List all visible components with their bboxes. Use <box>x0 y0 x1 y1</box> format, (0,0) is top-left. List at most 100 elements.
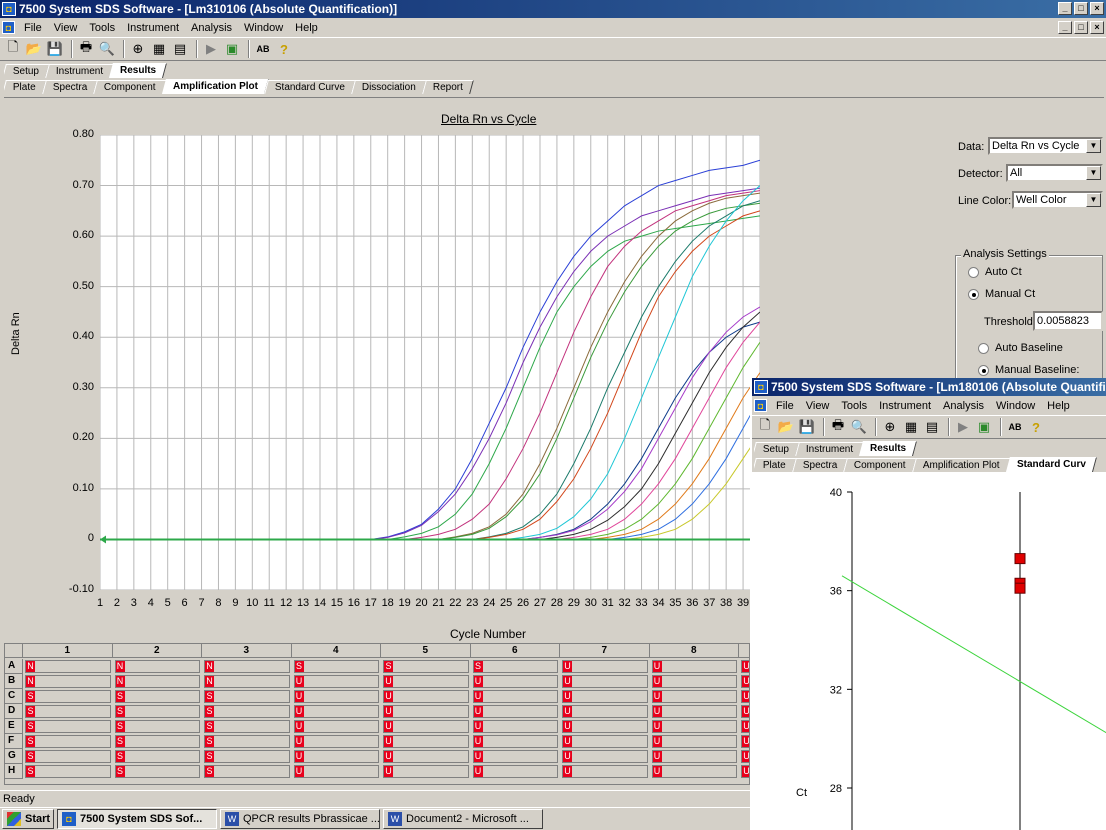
manual-ct-radio[interactable]: Manual Ct <box>968 288 1035 300</box>
print-preview-icon[interactable]: 🔍 <box>98 41 116 56</box>
tab-amplification-plot[interactable]: Amplification Plot <box>161 79 269 94</box>
plate-well[interactable]: U <box>293 705 379 718</box>
menu-window[interactable]: Window <box>996 399 1036 412</box>
second-window-title-bar[interactable]: ◘ 7500 System SDS Software - [Lm180106 (… <box>752 378 1106 396</box>
plate-column-header[interactable]: 2 <box>112 644 202 658</box>
tab-instrument[interactable]: Instrument <box>795 442 865 456</box>
plate-well[interactable]: U <box>651 750 737 763</box>
plate-well[interactable]: U <box>741 690 749 703</box>
analyze-icon[interactable]: ▦ <box>152 41 166 56</box>
menu-analysis[interactable]: Analysis <box>943 399 985 412</box>
menu-view[interactable]: View <box>53 21 78 34</box>
save-icon[interactable]: 💾 <box>46 41 64 56</box>
analyze-icon[interactable]: ▦ <box>904 419 918 434</box>
tab-setup[interactable]: Setup <box>754 442 801 456</box>
plate-row-header[interactable]: A <box>5 659 23 674</box>
plate-well[interactable]: U <box>562 705 648 718</box>
auto-ct-radio[interactable]: Auto Ct <box>968 266 1022 278</box>
plate-column-header[interactable]: 8 <box>649 644 739 658</box>
tab-instrument[interactable]: Instrument <box>45 64 115 78</box>
menu-help[interactable]: Help <box>295 21 318 34</box>
tab-plate[interactable]: Plate <box>754 458 797 472</box>
run-icon[interactable]: ▣ <box>225 41 239 56</box>
plate-well[interactable]: S <box>204 750 290 763</box>
menu-instrument[interactable]: Instrument <box>879 399 932 412</box>
plate-well[interactable]: U <box>741 705 749 718</box>
plate-column-header[interactable]: 7 <box>560 644 650 658</box>
plate-well[interactable]: U <box>293 690 379 703</box>
plate-well[interactable]: S <box>114 735 200 748</box>
open-folder-icon[interactable]: 📂 <box>25 41 43 56</box>
plate-well[interactable]: S <box>383 660 469 673</box>
plate-well[interactable]: U <box>472 720 558 733</box>
plate-well[interactable]: S <box>204 765 290 778</box>
tab-spectra[interactable]: Spectra <box>41 80 99 94</box>
save-icon[interactable]: 💾 <box>798 419 816 434</box>
plate-well[interactable]: N <box>25 660 111 673</box>
menu-help[interactable]: Help <box>1047 399 1070 412</box>
plate-well[interactable]: S <box>25 765 111 778</box>
zoom-icon[interactable]: ⊕ <box>132 41 144 56</box>
zoom-icon[interactable]: ⊕ <box>884 419 896 434</box>
report-icon[interactable]: ▤ <box>925 419 939 434</box>
plate-well[interactable]: N <box>204 660 290 673</box>
plate-well[interactable]: U <box>472 675 558 688</box>
plate-well[interactable]: U <box>651 705 737 718</box>
tab-dissociation[interactable]: Dissociation <box>351 80 427 94</box>
play-icon[interactable]: ▶ <box>958 419 968 434</box>
tab-component[interactable]: Component <box>843 458 917 472</box>
menu-tools[interactable]: Tools <box>89 21 116 34</box>
plate-well[interactable]: U <box>651 765 737 778</box>
plate-row-header[interactable]: B <box>5 674 23 689</box>
plate-well[interactable]: U <box>383 675 469 688</box>
tab-spectra[interactable]: Spectra <box>791 458 849 472</box>
plate-well[interactable]: S <box>25 690 111 703</box>
plate-well[interactable]: S <box>204 690 290 703</box>
plate-column-header[interactable]: 5 <box>381 644 471 658</box>
menu-file[interactable]: File <box>776 399 794 412</box>
plate-well[interactable]: U <box>741 660 749 673</box>
plate-well[interactable]: U <box>293 750 379 763</box>
plate-well[interactable]: U <box>293 735 379 748</box>
menu-window[interactable]: Window <box>244 21 284 34</box>
plate-column-header[interactable]: 6 <box>470 644 560 658</box>
plate-well[interactable]: U <box>651 735 737 748</box>
chevron-down-icon[interactable]: ▼ <box>1086 166 1101 180</box>
plate-well[interactable]: U <box>562 750 648 763</box>
plate-well[interactable]: U <box>383 750 469 763</box>
chevron-down-icon[interactable]: ▼ <box>1086 193 1101 207</box>
plate-column-header[interactable] <box>739 644 749 658</box>
plate-well[interactable]: S <box>472 660 558 673</box>
plate-column-header[interactable]: 3 <box>202 644 292 658</box>
plate-well[interactable]: S <box>204 720 290 733</box>
plate-well[interactable]: U <box>472 690 558 703</box>
print-preview-icon[interactable]: 🔍 <box>850 419 868 434</box>
plate-well[interactable]: U <box>562 660 648 673</box>
plate-well[interactable]: U <box>472 735 558 748</box>
second-window[interactable]: ◘ 7500 System SDS Software - [Lm180106 (… <box>750 378 1106 830</box>
plate-well[interactable]: U <box>472 765 558 778</box>
plate-well[interactable]: U <box>293 765 379 778</box>
tab-results[interactable]: Results <box>859 441 918 456</box>
plate-well[interactable]: U <box>651 660 737 673</box>
plate-well[interactable]: N <box>114 660 200 673</box>
plate-well[interactable]: U <box>472 705 558 718</box>
tab-amplification-plot[interactable]: Amplification Plot <box>912 458 1011 472</box>
tab-results[interactable]: Results <box>109 63 168 78</box>
menu-file[interactable]: File <box>24 21 42 34</box>
tab-report[interactable]: Report <box>422 80 474 94</box>
plate-well[interactable]: U <box>472 750 558 763</box>
minimize-button[interactable]: _ <box>1058 2 1072 15</box>
plate-well[interactable]: S <box>114 705 200 718</box>
manual-baseline-radio[interactable]: Manual Baseline: <box>978 364 1079 376</box>
plate-well[interactable]: U <box>741 720 749 733</box>
tab-standard-curve[interactable]: Standard Curve <box>264 80 356 94</box>
taskbar-item-sds[interactable]: ◘ 7500 System SDS Sof... <box>57 809 217 829</box>
plate-row-header[interactable]: C <box>5 689 23 704</box>
plate-well[interactable]: U <box>383 705 469 718</box>
open-folder-icon[interactable]: 📂 <box>777 419 795 434</box>
plate-well[interactable]: S <box>25 750 111 763</box>
plate-well[interactable]: S <box>25 720 111 733</box>
main-title-bar[interactable]: ◘ 7500 System SDS Software - [Lm310106 (… <box>0 0 1106 18</box>
